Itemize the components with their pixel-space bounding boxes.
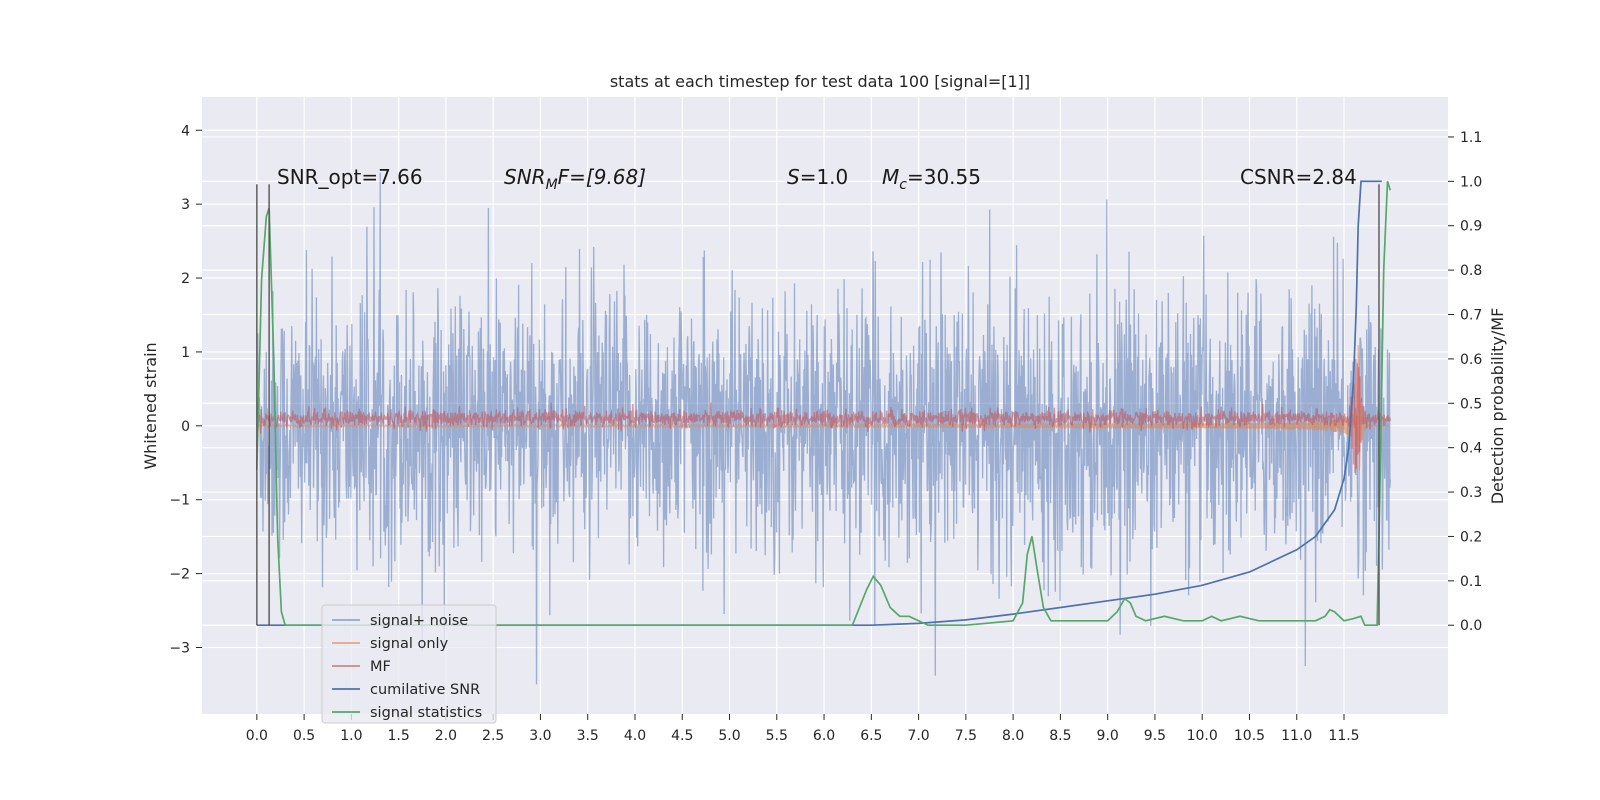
- annotation-mc-symbol: M: [882, 165, 899, 189]
- annotation-s-value: =1.0: [800, 165, 849, 189]
- y-left-tick-label: 3: [181, 197, 190, 213]
- x-tick-label: 0.0: [246, 728, 268, 744]
- y-left-tick-label: −2: [169, 567, 190, 583]
- x-tick-label: 1.5: [388, 728, 410, 744]
- x-tick-label: 10.0: [1187, 728, 1218, 744]
- x-tick-label: 5.0: [718, 728, 740, 744]
- annotation-s: S=1.0: [787, 165, 848, 189]
- y-right-tick-label: 0.6: [1460, 352, 1482, 368]
- chart-title: stats at each timestep for test data 100…: [610, 72, 1030, 91]
- x-tick-label: 9.0: [1097, 728, 1119, 744]
- y-right-tick-label: 0.7: [1460, 308, 1482, 324]
- x-tick-label: 8.5: [1049, 728, 1071, 744]
- annotation-snr-mf-prefix: SNR: [504, 165, 546, 189]
- x-tick-label: 2.0: [435, 728, 457, 744]
- y-axis-label-left: Whitened strain: [141, 342, 160, 469]
- y-right-tick-label: 0.9: [1460, 219, 1482, 235]
- right-axis: 1.1 1.0 0.9 0.8 0.7 0.6 0.5 0.4 0.3 0.2 0.1 0.0: [1448, 130, 1482, 634]
- legend-entry-label: MF: [370, 659, 391, 675]
- annotation-mc: Mc=30.55: [882, 165, 981, 193]
- legend-entry-label: signal+ noise: [370, 613, 468, 629]
- annotation-csnr: CSNR=2.84: [1240, 165, 1357, 189]
- series-mf-line: [256, 358, 1391, 473]
- annotation-mc-sub: c: [899, 177, 907, 193]
- legend-entry-label: cumilative SNR: [370, 682, 480, 698]
- annotation-snr-mf: SNRMF=[9.68]: [504, 165, 646, 193]
- y-right-tick-label: 0.0: [1460, 618, 1482, 634]
- y-right-tick-label: 0.5: [1460, 396, 1482, 412]
- legend-entry-label: signal statistics: [370, 705, 482, 721]
- y-left-tick-label: 4: [181, 123, 190, 139]
- left-axis: 4 3 2 1 0 −1 −2 −3: [169, 123, 202, 656]
- x-tick-label: 7.5: [955, 728, 977, 744]
- x-tick-label: 7.0: [907, 728, 929, 744]
- y-left-tick-label: 1: [181, 345, 190, 361]
- legend: signal+ noise signal only MF cumilative SNR…: [321, 604, 497, 724]
- x-tick-label: 5.5: [766, 728, 788, 744]
- annotation-s-symbol: S: [787, 165, 800, 189]
- x-tick-label: 4.0: [624, 728, 646, 744]
- y-right-tick-label: 0.1: [1460, 574, 1482, 590]
- y-left-tick-label: −3: [169, 640, 190, 656]
- legend-entry-label: signal only: [370, 636, 449, 652]
- x-tick-label: 3.0: [529, 728, 551, 744]
- x-axis: 0.0 0.5 1.0 1.5 2.0 2.5 3.0 3.5 4.0 4.5 5.0 5.5 6.0 6…: [246, 714, 1360, 744]
- x-tick-label: 4.5: [671, 728, 693, 744]
- y-axis-label-right: Detection probability/MF: [1488, 308, 1507, 505]
- y-right-tick-label: 0.8: [1460, 263, 1482, 279]
- x-tick-label: 3.5: [577, 728, 599, 744]
- annotation-snr-mf-suffix: F=[9.68]: [558, 165, 646, 189]
- x-tick-label: 9.5: [1144, 728, 1166, 744]
- y-right-tick-label: 0.4: [1460, 441, 1482, 457]
- x-tick-label: 10.5: [1234, 728, 1265, 744]
- series-signal-only-line: [256, 345, 1391, 471]
- x-tick-label: 6.5: [860, 728, 882, 744]
- y-left-tick-label: −1: [169, 493, 190, 509]
- annotation-mc-value: =30.55: [907, 165, 981, 189]
- y-left-tick-label: 2: [181, 271, 190, 287]
- series-signal-noise-line: [256, 172, 1391, 685]
- x-tick-label: 6.0: [813, 728, 835, 744]
- annotation-snr-opt: SNR_opt=7.66: [277, 165, 423, 189]
- y-right-tick-label: 0.3: [1460, 485, 1482, 501]
- grid: [202, 97, 1448, 714]
- y-left-tick-label: 0: [181, 419, 190, 435]
- annotation-snr-mf-sub: M: [546, 177, 558, 193]
- x-tick-label: 11.5: [1328, 728, 1359, 744]
- y-right-tick-label: 0.2: [1460, 529, 1482, 545]
- y-right-tick-label: 1.1: [1460, 130, 1482, 146]
- x-tick-label: 0.5: [293, 728, 315, 744]
- vlines: [256, 184, 1380, 626]
- x-tick-label: 11.0: [1281, 728, 1312, 744]
- x-tick-label: 1.0: [340, 728, 362, 744]
- x-tick-label: 2.5: [482, 728, 504, 744]
- x-tick-label: 8.0: [1002, 728, 1024, 744]
- y-right-tick-label: 1.0: [1460, 174, 1482, 190]
- legend-box: [321, 604, 497, 724]
